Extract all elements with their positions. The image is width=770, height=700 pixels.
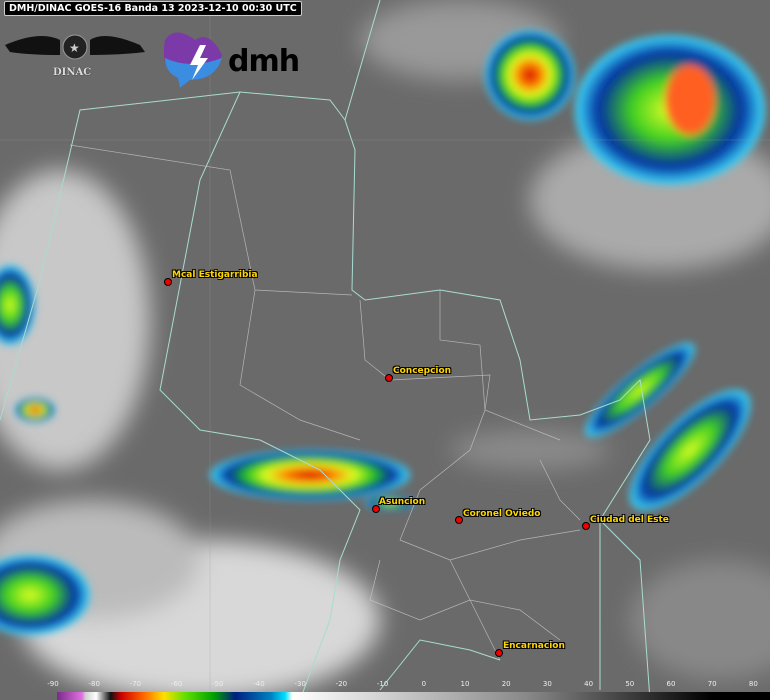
city-marker[interactable] — [495, 649, 503, 657]
dinac-logo-text: DINAC — [53, 67, 92, 78]
svg-text:★: ★ — [69, 41, 80, 55]
colorbar-tick-label: -20 — [335, 680, 348, 688]
colorbar-tick-label: -60 — [170, 680, 183, 688]
colorbar-tick-label: 50 — [625, 680, 635, 688]
city-marker[interactable] — [372, 505, 380, 513]
colorbar-tick-label: -40 — [253, 680, 265, 688]
colorbar-tick-label: 40 — [584, 680, 594, 688]
city-label: Mcal Estigarribia — [172, 270, 258, 280]
colorbar-tick-label: 20 — [501, 680, 511, 688]
city-marker[interactable] — [164, 278, 172, 286]
colorbar-tick-label: 30 — [542, 680, 552, 688]
colorbar-tick-label: -80 — [88, 680, 100, 688]
dinac-logo: ★ — [5, 34, 145, 60]
colorbar-tick-label: 0 — [421, 680, 427, 688]
city-label: Encarnacion — [503, 641, 565, 651]
city-marker[interactable] — [582, 522, 590, 530]
temperature-colorbar — [57, 692, 770, 700]
dmh-logo-text: dmh — [228, 44, 300, 79]
city-label: Asuncion — [379, 497, 426, 507]
convective-storms — [0, 30, 765, 635]
colorbar-tick-label: -30 — [294, 680, 306, 688]
department-borders — [69, 144, 581, 661]
colorbar-tick-label: -50 — [212, 680, 224, 688]
colorbar-tick-label: -70 — [129, 680, 142, 688]
colorbar-tick-label: 10 — [460, 680, 470, 688]
colorbar-tick-label: 60 — [666, 680, 676, 688]
colorbar-tick-label: -10 — [376, 680, 389, 688]
dmh-logo — [163, 32, 222, 88]
country-borders — [0, 0, 651, 700]
colorbar-tick-label: -90 — [47, 680, 59, 688]
city-label: Concepcion — [393, 366, 452, 376]
city-label: Coronel Oviedo — [463, 509, 541, 519]
city-marker[interactable] — [455, 516, 463, 524]
city-label: Ciudad del Este — [590, 515, 669, 525]
colorbar-tick-label: 70 — [707, 680, 717, 688]
city-marker[interactable] — [385, 374, 393, 382]
image-title: DMH/DINAC GOES-16 Banda 13 2023-12-10 00… — [4, 1, 302, 16]
colorbar-tick-label: 80 — [748, 680, 758, 688]
